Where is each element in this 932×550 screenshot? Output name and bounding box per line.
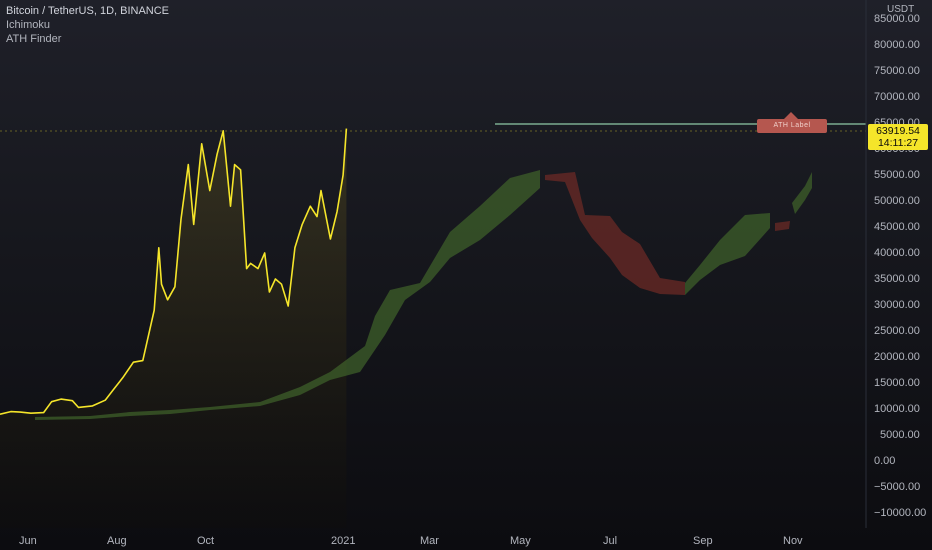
ichimoku-cloud-bearish-1 <box>545 172 685 295</box>
price-tick: 70000.00 <box>874 91 920 103</box>
time-tick: 2021 <box>331 535 356 547</box>
time-tick: Jul <box>603 535 618 547</box>
time-tick: Nov <box>783 535 803 547</box>
price-line <box>0 128 348 415</box>
time-tick: Oct <box>197 535 215 547</box>
price-tick: 25000.00 <box>874 325 920 337</box>
price-tick: 40000.00 <box>874 247 920 259</box>
price-tick: 35000.00 <box>874 273 920 285</box>
symbol-title[interactable]: Bitcoin / TetherUS, 1D, BINANCE <box>6 5 170 17</box>
ath-label: ATH Label <box>757 119 827 133</box>
time-tick: Aug <box>107 535 127 547</box>
last-price-badge: 63919.54 14:11:27 <box>868 124 928 150</box>
ath-label-pointer <box>784 112 798 119</box>
price-tick: 80000.00 <box>874 39 920 51</box>
price-tick: 10000.00 <box>874 403 920 415</box>
price-tick: −10000.00 <box>874 507 927 519</box>
currency-label: USDT <box>887 4 915 15</box>
price-tick: 85000.00 <box>874 13 920 25</box>
time-tick: May <box>510 535 531 547</box>
price-tick: 30000.00 <box>874 299 920 311</box>
time-tick: Jun <box>19 535 37 547</box>
bar-countdown: 14:11:27 <box>877 137 919 149</box>
last-price-value: 63919.54 <box>876 125 920 137</box>
ichimoku-cloud-bearish-2 <box>775 221 790 231</box>
price-tick: 20000.00 <box>874 351 920 363</box>
indicator-ichimoku[interactable]: Ichimoku <box>6 19 51 31</box>
ichimoku-cloud-bullish-3 <box>792 172 812 214</box>
price-tick: −5000.00 <box>874 481 921 493</box>
chart-legend: Bitcoin / TetherUS, 1D, BINANCE Ichimoku… <box>6 4 169 46</box>
price-area-fill <box>0 128 347 528</box>
price-tick: 55000.00 <box>874 169 920 181</box>
ichimoku-cloud-bullish-2 <box>685 213 770 295</box>
time-tick: Mar <box>420 535 439 547</box>
price-tick: 15000.00 <box>874 377 920 389</box>
price-tick: 5000.00 <box>880 429 920 441</box>
time-tick: Sep <box>693 535 713 547</box>
price-tick: 50000.00 <box>874 195 920 207</box>
price-tick: 75000.00 <box>874 65 920 77</box>
price-tick: 0.00 <box>874 455 896 467</box>
price-tick: 45000.00 <box>874 221 920 233</box>
indicator-ath-finder[interactable]: ATH Finder <box>6 33 62 45</box>
